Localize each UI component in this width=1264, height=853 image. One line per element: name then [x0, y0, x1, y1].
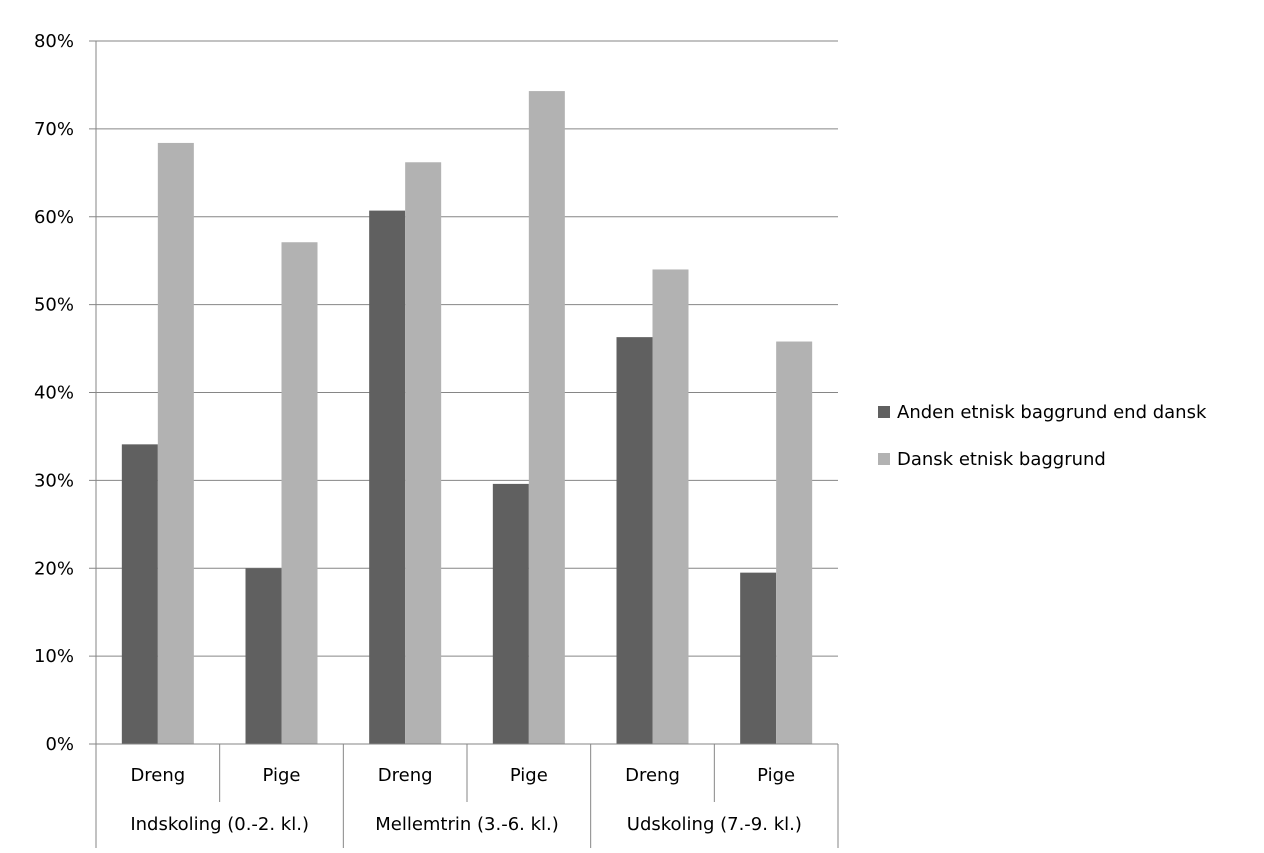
bar-anden: [121, 444, 158, 744]
bar-anden: [740, 572, 777, 744]
x-group-label: Indskoling (0.-2. kl.): [130, 814, 309, 835]
x-category-label: Dreng: [378, 765, 433, 786]
bar-dansk: [528, 91, 565, 745]
x-group-label: Udskoling (7.-9. kl.): [627, 814, 802, 835]
bar-anden: [492, 483, 529, 744]
axes: 0% 10% 20% 30% 40% 50% 60% 70% 80% Dreng Pige Dreng…: [34, 31, 839, 848]
x-category-label: Pige: [263, 765, 301, 786]
x-group-label: Mellemtrin (3.-6. kl.): [375, 814, 559, 835]
bar-anden: [245, 568, 282, 744]
x-category-label: Pige: [757, 765, 795, 786]
y-tick-label: 10%: [34, 646, 74, 667]
bar-anden: [369, 210, 406, 744]
bar-dansk: [652, 269, 689, 744]
legend-label: Anden etnisk baggrund end dansk: [897, 402, 1207, 423]
x-category-label: Dreng: [130, 765, 185, 786]
y-tick-label: 20%: [34, 558, 74, 579]
bar-dansk: [776, 341, 813, 744]
x-category-label: Dreng: [625, 765, 680, 786]
y-tick-label: 50%: [34, 295, 74, 316]
bar-anden: [616, 337, 653, 744]
legend-swatch: [878, 453, 890, 465]
legend-swatch: [878, 406, 890, 418]
y-tick-label: 80%: [34, 31, 74, 52]
y-tick-label: 30%: [34, 470, 74, 491]
y-tick-label: 40%: [34, 383, 74, 404]
bar-dansk: [157, 142, 194, 744]
legend: Anden etnisk baggrund end dansk Dansk etn…: [878, 402, 1207, 470]
y-tick-label: 70%: [34, 119, 74, 140]
bar-dansk: [281, 242, 318, 744]
bars: [121, 91, 813, 745]
legend-label: Dansk etnisk baggrund: [897, 449, 1106, 470]
y-tick-label: 0%: [45, 734, 74, 755]
gridlines: [96, 40, 838, 657]
bar-dansk: [405, 162, 442, 744]
x-category-label: Pige: [510, 765, 548, 786]
y-tick-label: 60%: [34, 207, 74, 228]
